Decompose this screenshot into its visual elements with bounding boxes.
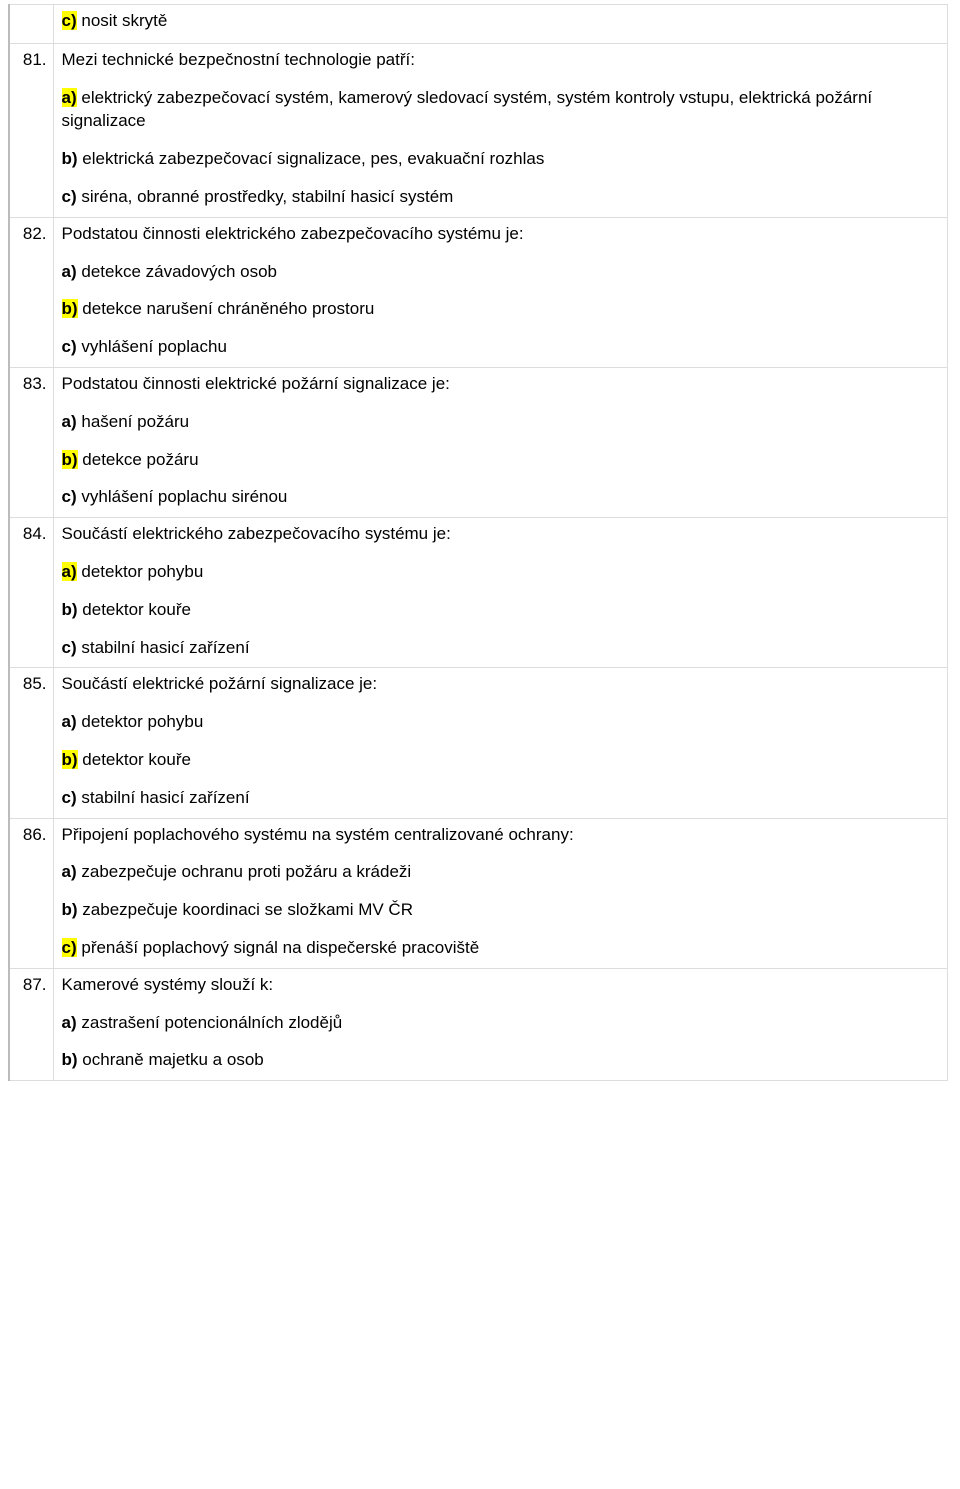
option-text: zabezpečuje koordinaci se složkami MV ČR [82,900,413,919]
question-number: 81. [9,43,53,217]
answer-option: a) elektrický zabezpečovací systém, kame… [62,86,940,134]
option-letter: a) [62,1013,77,1032]
option-text: stabilní hasicí zařízení [81,788,249,807]
question-cell: Součástí elektrického zabezpečovacího sy… [53,518,948,668]
option-text: stabilní hasicí zařízení [81,638,249,657]
option-letter: c) [62,187,77,206]
option-letter: a) [62,862,77,881]
option-letter: b) [62,600,78,619]
option-letter: b) [62,149,78,168]
answer-option: b) ochraně majetku a osob [62,1048,940,1072]
option-text: detekce požáru [82,450,198,469]
option-letter: a) [62,88,77,107]
option-letter: b) [62,750,78,769]
answer-option: c) nosit skrytě [62,9,940,33]
option-text: siréna, obranné prostředky, stabilní has… [81,187,453,206]
question-cell: Připojení poplachového systému na systém… [53,818,948,968]
option-text: ochraně majetku a osob [82,1050,263,1069]
answer-option: b) detekce požáru [62,448,940,472]
table-row: 84. Součástí elektrického zabezpečovacího… [9,518,948,668]
question-cell: c) nosit skrytě [53,5,948,44]
option-letter: b) [62,299,78,318]
option-letter: a) [62,562,77,581]
question-cell: Mezi technické bezpečnostní technologie … [53,43,948,217]
option-text: detekce závadových osob [81,262,277,281]
option-text: nosit skrytě [81,11,167,30]
answer-option: c) siréna, obranné prostředky, stabilní … [62,185,940,209]
answer-option: a) detektor pohybu [62,560,940,584]
option-text: hašení požáru [81,412,189,431]
question-number: 83. [9,367,53,517]
table-row: 82. Podstatou činnosti elektrického zabez… [9,217,948,367]
table-row: 83. Podstatou činnosti elektrické požární… [9,367,948,517]
answer-option: c) vyhlášení poplachu [62,335,940,359]
answer-option: a) detektor pohybu [62,710,940,734]
option-text: detektor kouře [82,600,191,619]
option-letter: c) [62,11,77,30]
question-text: Připojení poplachového systému na systém… [62,823,940,847]
question-text: Součástí elektrické požární signalizace … [62,672,940,696]
option-text: detektor pohybu [81,562,203,581]
question-number [9,5,53,44]
option-letter: c) [62,337,77,356]
question-number: 82. [9,217,53,367]
option-letter: c) [62,638,77,657]
option-letter: c) [62,788,77,807]
question-text: Podstatou činnosti elektrické požární si… [62,372,940,396]
option-text: elektrický zabezpečovací systém, kamerov… [62,88,873,131]
answer-option: b) zabezpečuje koordinaci se složkami MV… [62,898,940,922]
answer-option: c) stabilní hasicí zařízení [62,636,940,660]
question-cell: Součástí elektrické požární signalizace … [53,668,948,818]
question-cell: Podstatou činnosti elektrické požární si… [53,367,948,517]
question-cell: Kamerové systémy slouží k: a) zastrašení … [53,968,948,1080]
question-text: Mezi technické bezpečnostní technologie … [62,48,940,72]
option-letter: a) [62,712,77,731]
question-cell: Podstatou činnosti elektrického zabezpeč… [53,217,948,367]
answer-option: a) detekce závadových osob [62,260,940,284]
option-text: vyhlášení poplachu [81,337,227,356]
option-letter: c) [62,487,77,506]
option-letter: b) [62,450,78,469]
option-text: detektor kouře [82,750,191,769]
answer-option: a) hašení požáru [62,410,940,434]
option-letter: b) [62,1050,78,1069]
option-text: vyhlášení poplachu sirénou [81,487,287,506]
option-letter: a) [62,412,77,431]
answer-option: b) detektor kouře [62,598,940,622]
option-letter: a) [62,262,77,281]
question-number: 84. [9,518,53,668]
question-text: Podstatou činnosti elektrického zabezpeč… [62,222,940,246]
option-text: přenáší poplachový signál na dispečerské… [81,938,479,957]
answer-option: c) přenáší poplachový signál na dispečer… [62,936,940,960]
answer-option: a) zabezpečuje ochranu proti požáru a kr… [62,860,940,884]
table-row: 86. Připojení poplachového systému na sys… [9,818,948,968]
answer-option: c) stabilní hasicí zařízení [62,786,940,810]
table-row: c) nosit skrytě [9,5,948,44]
table-row: 87. Kamerové systémy slouží k: a) zastraše… [9,968,948,1080]
answer-option: c) vyhlášení poplachu sirénou [62,485,940,509]
question-text: Kamerové systémy slouží k: [62,973,940,997]
question-number: 86. [9,818,53,968]
option-letter: b) [62,900,78,919]
question-text: Součástí elektrického zabezpečovacího sy… [62,522,940,546]
answer-option: b) detektor kouře [62,748,940,772]
option-letter: c) [62,938,77,957]
option-text: detekce narušení chráněného prostoru [82,299,374,318]
option-text: detektor pohybu [81,712,203,731]
option-text: elektrická zabezpečovací signalizace, pe… [82,149,544,168]
table-row: 85. Součástí elektrické požární signaliza… [9,668,948,818]
table-row: 81. Mezi technické bezpečnostní technolog… [9,43,948,217]
question-number: 85. [9,668,53,818]
answer-option: b) elektrická zabezpečovací signalizace,… [62,147,940,171]
page: c) nosit skrytě 81. Mezi technické bezpečn… [0,0,960,1489]
answer-option: b) detekce narušení chráněného prostoru [62,297,940,321]
answer-option: a) zastrašení potencionálních zlodějů [62,1011,940,1035]
option-text: zabezpečuje ochranu proti požáru a kráde… [81,862,411,881]
question-table: c) nosit skrytě 81. Mezi technické bezpečn… [8,4,948,1081]
question-number: 87. [9,968,53,1080]
option-text: zastrašení potencionálních zlodějů [81,1013,342,1032]
